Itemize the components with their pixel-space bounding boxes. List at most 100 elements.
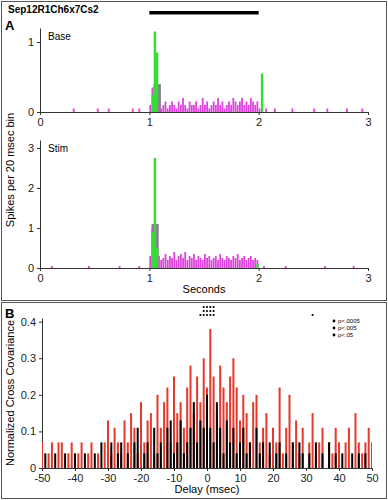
- bar: [42, 468, 43, 469]
- bar: [243, 256, 245, 268]
- bar: [252, 402, 254, 468]
- bar: [263, 266, 265, 268]
- tick-label: 3: [365, 116, 371, 128]
- bar: [259, 442, 261, 468]
- tick: 50: [366, 468, 378, 484]
- bar: [246, 453, 248, 468]
- bar: [285, 428, 287, 468]
- bar: [81, 442, 83, 468]
- bar: [197, 109, 199, 113]
- bar: [285, 266, 287, 268]
- bar: [338, 442, 340, 468]
- bar: [193, 402, 195, 468]
- bar: [149, 105, 151, 112]
- tick: -20: [134, 468, 150, 484]
- bar: [152, 95, 154, 113]
- tick: 10: [234, 468, 246, 484]
- bar: [324, 266, 326, 268]
- bar: [178, 102, 180, 113]
- bar: [166, 428, 168, 468]
- bar: [279, 388, 281, 468]
- bar: [152, 88, 154, 113]
- bar: [150, 413, 152, 468]
- bar: [252, 468, 254, 469]
- bar: [221, 102, 223, 113]
- bar: [272, 468, 274, 469]
- tick: 30: [300, 468, 312, 484]
- bar: [291, 109, 293, 113]
- significance-dot: [312, 314, 314, 316]
- bar: [206, 258, 208, 268]
- bar: [191, 258, 193, 268]
- bar: [152, 232, 154, 268]
- tick: 1: [28, 36, 40, 48]
- bar: [215, 256, 217, 268]
- bar: [156, 248, 158, 268]
- bar: [110, 442, 112, 468]
- bar: [143, 453, 145, 468]
- bar: [250, 256, 252, 268]
- bar: [186, 442, 188, 468]
- legend-label: p<.0005: [338, 318, 361, 324]
- tick: 0.2: [21, 389, 42, 401]
- tick: 2: [28, 182, 40, 194]
- plot-label: Base: [48, 31, 71, 42]
- bar: [184, 252, 186, 268]
- bar: [364, 442, 366, 468]
- bar: [187, 109, 189, 113]
- bar: [127, 453, 129, 468]
- tick-label: -20: [134, 472, 150, 484]
- bar: [119, 266, 121, 268]
- bar: [325, 468, 327, 469]
- bar: [97, 109, 99, 113]
- bar: [97, 468, 99, 469]
- bar: [184, 105, 186, 112]
- bar: [138, 266, 140, 268]
- bar: [213, 442, 215, 468]
- bar: [97, 453, 99, 468]
- bar: [232, 358, 234, 468]
- tick-label: 1: [28, 222, 34, 234]
- bar: [182, 98, 184, 112]
- tick-mark: [39, 431, 42, 432]
- tick: 20: [267, 468, 279, 484]
- bar: [162, 105, 164, 112]
- axis: 0123: [37, 112, 371, 128]
- bar: [160, 260, 162, 268]
- bar: [216, 402, 218, 468]
- bar: [108, 109, 110, 113]
- bar: [331, 453, 333, 468]
- bar: [355, 413, 357, 468]
- bar: [315, 442, 317, 468]
- bar: [338, 468, 340, 469]
- bar: [243, 105, 245, 112]
- bar: [140, 468, 142, 469]
- bar: [228, 102, 230, 113]
- bar: [200, 105, 202, 112]
- bar: [331, 468, 333, 469]
- bar: [190, 428, 192, 468]
- tick-label: 3: [28, 142, 34, 154]
- bar: [206, 102, 208, 113]
- bar: [114, 468, 116, 469]
- tick-label: 10: [234, 472, 246, 484]
- stimulus-bar: [149, 11, 258, 15]
- bar: [302, 428, 304, 468]
- bar: [298, 442, 300, 468]
- axis-title: Delay (msec): [175, 483, 240, 495]
- bar: [254, 258, 256, 268]
- bar: [246, 260, 248, 268]
- bar: [209, 428, 211, 468]
- bar: [165, 102, 167, 113]
- significance-row: [203, 306, 215, 308]
- panel-label: A: [5, 18, 15, 33]
- tick-label: 1: [147, 272, 153, 284]
- tick-mark: [149, 112, 150, 115]
- bar: [236, 453, 238, 468]
- bar: [256, 395, 258, 468]
- tick: 0.1: [21, 425, 42, 437]
- tick: 0: [37, 112, 43, 128]
- bar: [295, 468, 297, 469]
- bar: [54, 453, 56, 468]
- bar: [322, 453, 324, 468]
